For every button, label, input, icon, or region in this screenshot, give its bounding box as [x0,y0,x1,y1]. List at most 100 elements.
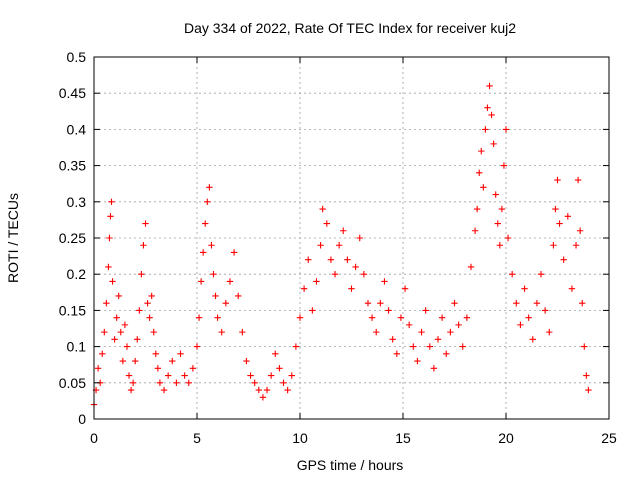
data-point [401,285,409,292]
data-point [154,365,162,372]
data-point [313,278,320,285]
x-axis-label: GPS time / hours [297,457,404,473]
data-point [99,350,106,358]
data-point [467,263,475,271]
data-point [169,357,176,365]
data-point [111,336,118,343]
x-tick-label: 25 [601,430,617,446]
data-point [393,350,401,358]
data-point [127,386,135,394]
plot-frame [93,56,610,420]
data-point [438,314,446,321]
data-point [235,292,242,300]
data-point [331,271,339,278]
data-point [173,379,180,386]
data-point [160,386,168,394]
data-point [473,205,481,213]
data-point [226,278,234,285]
data-point [459,343,466,350]
data-point [482,126,489,133]
data-point [546,328,553,336]
data-point [288,372,295,379]
data-point [500,162,508,169]
data-point [478,147,485,155]
data-point [550,242,557,249]
data-point [517,321,524,329]
data-point [300,285,308,292]
x-tick-label: 20 [498,430,514,446]
y-tick-label: 0.45 [59,85,86,101]
data-point [276,365,283,372]
data-point [177,350,184,358]
data-point [418,328,425,336]
data-points [90,82,592,408]
data-point [107,213,114,220]
data-point [579,299,586,307]
data-point [197,278,205,285]
y-axis-label: ROTI / TECUs [5,193,21,283]
data-point [564,213,571,220]
data-point [132,357,139,365]
data-point [121,321,129,329]
data-point [195,314,203,321]
data-point [185,379,192,386]
data-point [239,328,246,336]
data-point [230,249,238,256]
data-point [397,314,405,321]
data-point [146,314,153,321]
y-tick-label: 0.2 [67,266,87,282]
data-point [181,372,188,379]
data-point [352,263,359,271]
data-point [486,82,493,90]
data-point [583,372,590,379]
data-point [389,336,396,343]
data-point [525,314,532,321]
data-point [319,205,326,213]
data-point [148,292,155,300]
y-tick-label: 0.4 [67,121,87,137]
axis-ticks: 0 5 10 15 20 25 0 0.05 0.1 0.15 0.2 0.25 0.3 0.35 0.4 0… [59,49,617,446]
y-tick-label: 0.3 [67,194,87,210]
data-point [280,379,287,386]
data-point [317,242,324,249]
data-point [360,271,368,278]
data-point [189,365,197,372]
data-point [335,242,343,249]
data-point [504,234,512,242]
data-point [455,321,462,329]
data-point [259,394,267,401]
data-point [480,184,487,191]
data-point [377,299,384,307]
data-point [356,234,363,242]
data-point [113,314,120,321]
y-tick-label: 0 [78,411,86,427]
y-tick-label: 0.05 [59,375,86,391]
data-point [125,372,133,379]
y-tick-label: 0.1 [67,339,87,355]
data-point [508,271,516,278]
data-point [554,176,561,184]
data-point [212,292,219,300]
data-point [560,256,567,263]
data-point [115,292,122,300]
data-point [218,328,225,336]
data-point [222,299,230,307]
data-point [243,357,250,365]
data-point [385,307,392,314]
data-point [556,220,563,227]
data-point [202,220,209,227]
x-tick-label: 5 [193,430,201,446]
data-point [521,285,528,292]
data-point [451,299,458,307]
data-point [340,227,347,234]
data-point [206,184,213,191]
grid-lines [94,57,609,419]
data-point [476,169,483,177]
data-point [541,307,549,314]
data-point [426,343,433,350]
data-point [344,256,351,263]
data-point [123,343,131,350]
data-point [263,386,271,394]
y-tick-label: 0.15 [59,302,86,318]
